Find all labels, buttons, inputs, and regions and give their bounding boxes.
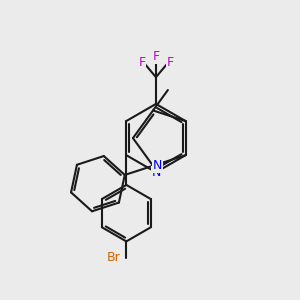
Text: F: F [152, 50, 160, 63]
Text: Br: Br [107, 251, 121, 264]
Text: F: F [139, 56, 145, 69]
Text: N: N [153, 159, 162, 172]
Text: N: N [151, 167, 160, 179]
Text: F: F [166, 56, 173, 69]
